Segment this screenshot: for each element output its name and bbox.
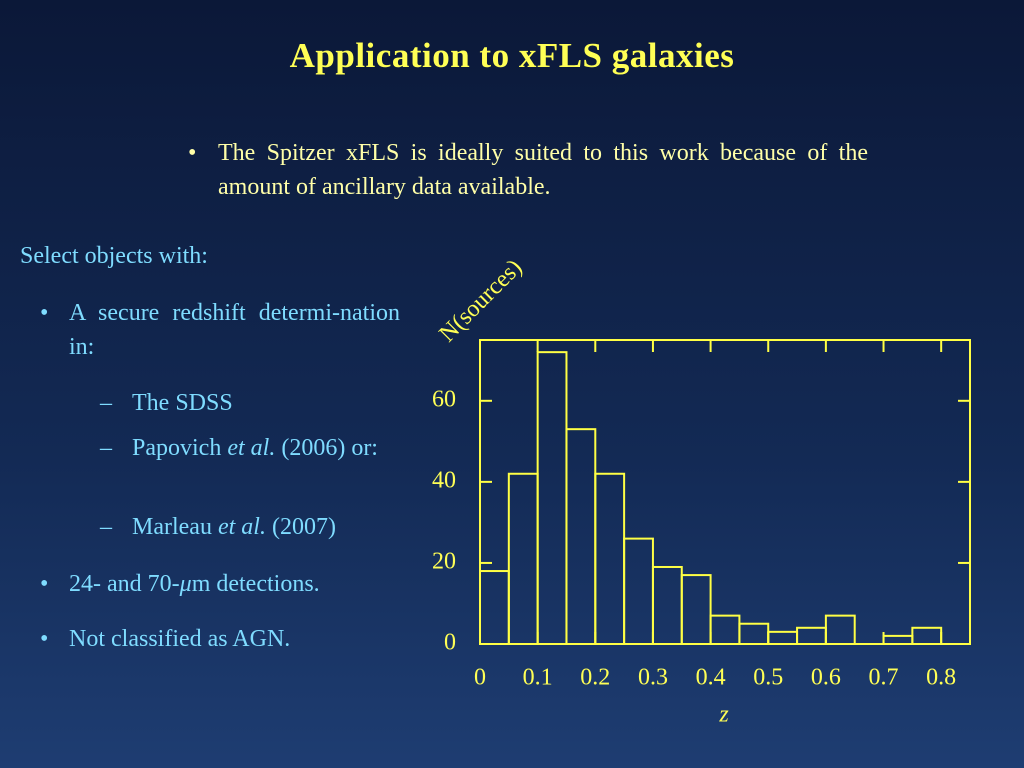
x-tick-label: 0.5 bbox=[753, 665, 783, 691]
intro-text: The Spitzer xFLS is ideally suited to th… bbox=[218, 140, 868, 200]
source-item: – Marleau et al. (2007) bbox=[100, 510, 400, 544]
bar bbox=[911, 626, 943, 646]
item-text: 24- and 70- bbox=[69, 571, 180, 597]
y-tick-label: 20 bbox=[432, 548, 456, 574]
x-tick-label: 0.3 bbox=[638, 665, 668, 691]
bar bbox=[507, 472, 539, 646]
bar bbox=[767, 630, 799, 646]
x-tick-label: 0.2 bbox=[580, 665, 610, 691]
x-axis-label: z bbox=[718, 702, 729, 728]
source-text: Marleau bbox=[132, 514, 212, 540]
bar bbox=[882, 634, 914, 645]
bar bbox=[651, 565, 683, 646]
bar bbox=[479, 570, 510, 645]
x-tick-label: 0.4 bbox=[696, 665, 726, 691]
source-italic: et al. bbox=[227, 435, 276, 461]
bullet: • bbox=[40, 626, 49, 652]
bullet: • bbox=[40, 571, 49, 597]
plot-frame bbox=[479, 339, 971, 645]
criteria-item: • 24- and 70-μm detections. bbox=[40, 567, 400, 601]
source-item: – The SDSS bbox=[100, 386, 400, 420]
dash: – bbox=[100, 514, 112, 540]
dash: – bbox=[100, 390, 112, 416]
bullet: • bbox=[188, 140, 197, 166]
intro-bullet: • The Spitzer xFLS is ideally suited to … bbox=[188, 136, 868, 204]
bar bbox=[824, 614, 856, 645]
bar bbox=[680, 574, 712, 645]
bar bbox=[623, 537, 654, 646]
bar bbox=[738, 622, 770, 646]
source-text: The SDSS bbox=[132, 390, 233, 416]
source-text: (2006) or: bbox=[281, 435, 378, 461]
item-text: m detections. bbox=[191, 571, 320, 597]
bar bbox=[796, 626, 827, 646]
bar bbox=[594, 472, 626, 646]
slide-title: Application to xFLS galaxies bbox=[289, 36, 735, 75]
x-tick-label: 0.7 bbox=[869, 665, 899, 691]
bar bbox=[709, 614, 741, 645]
dash: – bbox=[100, 435, 112, 461]
y-axis-label: N(sources) bbox=[435, 255, 528, 348]
bar bbox=[536, 351, 568, 645]
x-tick-label: 0 bbox=[474, 665, 486, 691]
source-italic: et al. bbox=[217, 514, 266, 540]
criteria-item: • A secure redshift determi-nation in: bbox=[40, 296, 400, 364]
item-text: A secure redshift determi-nation in: bbox=[69, 300, 400, 360]
bar bbox=[565, 428, 597, 645]
x-tick-label: 0.8 bbox=[926, 665, 956, 691]
criteria-heading: Select objects with: bbox=[20, 243, 208, 269]
y-tick-label: 60 bbox=[432, 386, 456, 412]
criteria-item: • Not classified as AGN. bbox=[40, 622, 400, 656]
item-italic: μ bbox=[179, 571, 192, 597]
bullet: • bbox=[40, 300, 49, 326]
y-tick-label: 40 bbox=[432, 467, 456, 493]
source-text: (2007) bbox=[271, 514, 336, 540]
x-tick-label: 0.1 bbox=[523, 665, 553, 691]
source-text: Papovich bbox=[132, 435, 222, 461]
item-text: Not classified as AGN. bbox=[69, 626, 291, 652]
y-tick-label: 0 bbox=[444, 630, 456, 656]
x-tick-label: 0.6 bbox=[811, 665, 841, 691]
source-item: – Papovich et al. (2006) or: bbox=[100, 431, 400, 465]
